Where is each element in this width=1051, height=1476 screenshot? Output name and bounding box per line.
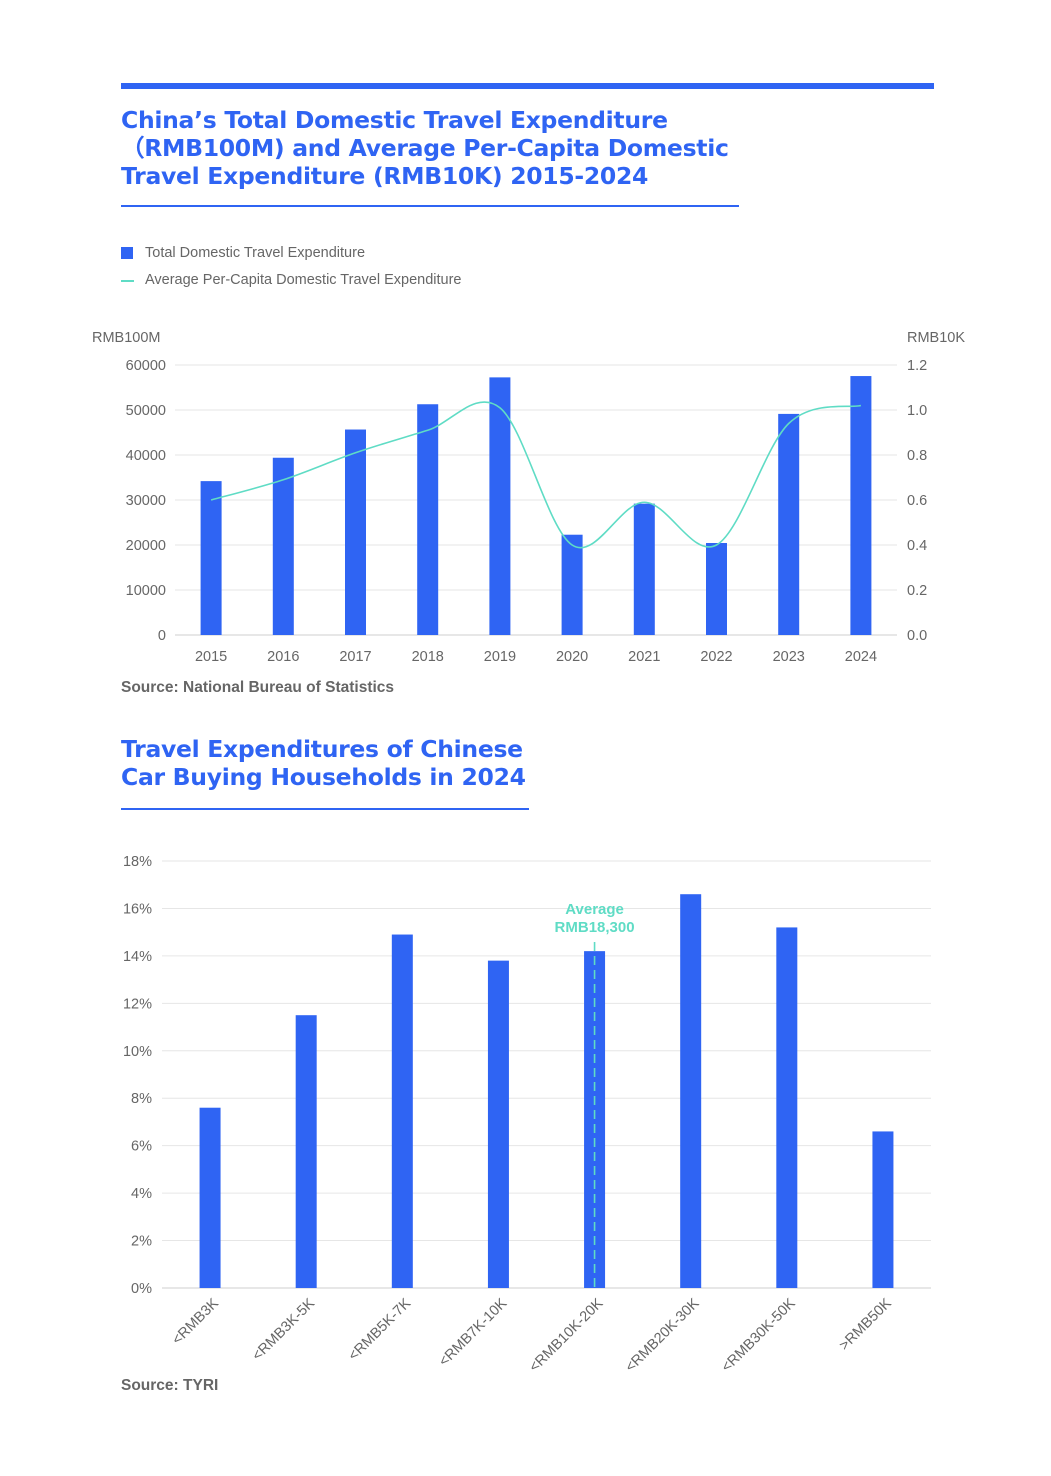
- bar: [417, 404, 439, 635]
- bar: [706, 543, 727, 635]
- y-tick-label: 4%: [131, 1186, 152, 1202]
- line-swatch-icon: [121, 280, 134, 282]
- bar: [391, 934, 413, 1288]
- bar-swatch-icon: [121, 247, 133, 259]
- x-tick-label: <RMB10K-20K: [526, 1295, 606, 1375]
- bar: [272, 457, 294, 635]
- top-accent-rule: [121, 83, 934, 89]
- bar: [295, 1015, 317, 1288]
- x-tick-label: 2020: [556, 649, 588, 665]
- y-tick-label: 16%: [123, 901, 152, 917]
- average-value-label: RMB18,300: [555, 919, 635, 936]
- y-tick-label: 2%: [131, 1234, 152, 1250]
- x-tick-label: <RMB20K-30K: [623, 1295, 703, 1375]
- x-tick-label: <RMB3K-5K: [249, 1295, 318, 1364]
- x-tick-label: 2015: [195, 649, 227, 665]
- y-tick-label: 10%: [123, 1044, 152, 1060]
- chart2-title-underline: [121, 808, 529, 810]
- x-tick-label: 2024: [845, 649, 877, 665]
- x-tick-label: <RMB7K-10K: [436, 1295, 511, 1370]
- bar: [776, 927, 798, 1288]
- y-tick-label: 18%: [123, 854, 152, 870]
- bar: [872, 1131, 894, 1288]
- chart1-title-underline: [121, 205, 739, 207]
- y-tick-label-right: 0.8: [907, 448, 927, 464]
- bar: [489, 377, 511, 635]
- bar: [200, 481, 222, 635]
- y-tick-label: 6%: [131, 1139, 152, 1155]
- x-tick-label: 2023: [773, 649, 805, 665]
- bar: [633, 503, 655, 635]
- bar: [561, 534, 583, 635]
- x-tick-label: 2018: [412, 649, 444, 665]
- y-tick-label-left: 30000: [126, 493, 166, 509]
- x-tick-label: 2019: [484, 649, 516, 665]
- y-tick-label-right: 0.6: [907, 493, 927, 509]
- chart1-source: Source: National Bureau of Statistics: [121, 679, 395, 696]
- y-tick-label-left: 40000: [126, 448, 166, 464]
- y-tick-label: 12%: [123, 996, 152, 1012]
- x-tick-label: <RMB5K-7K: [346, 1295, 415, 1364]
- y-tick-label-right: 1.2: [907, 358, 927, 374]
- y-tick-label-right: 1.0: [907, 403, 927, 419]
- bar: [487, 960, 509, 1288]
- series-line-per-capita: [210, 401, 862, 549]
- x-tick-label: 2022: [700, 649, 732, 665]
- y-tick-label-right: 0.4: [907, 538, 927, 554]
- y-axis-title-right: RMB10K: [907, 330, 965, 346]
- bar: [850, 376, 872, 635]
- bar: [584, 951, 606, 1288]
- bar: [199, 1107, 221, 1288]
- legend-label-line: Average Per-Capita Domestic Travel Expen…: [145, 272, 462, 288]
- y-tick-label-left: 10000: [126, 583, 166, 599]
- x-tick-label: 2021: [628, 649, 660, 665]
- average-label: Average: [565, 901, 624, 918]
- chart2-source: Source: TYRI: [121, 1377, 219, 1394]
- chart1-plot: 0 10000 20000 30000 40000 50000 60000 0.0 0.2 0.4…: [92, 330, 965, 665]
- y-tick-label-left: 20000: [126, 538, 166, 554]
- y-tick-label: 8%: [131, 1091, 152, 1107]
- y-tick-label-left: 60000: [126, 358, 166, 374]
- x-tick-label: 2017: [339, 649, 371, 665]
- y-tick-label-left: 0: [158, 628, 166, 644]
- x-tick-label: 2016: [267, 649, 299, 665]
- y-axis-title-left: RMB100M: [92, 330, 161, 346]
- bar: [778, 413, 800, 635]
- y-tick-label: 0%: [131, 1281, 152, 1297]
- y-tick-label-right: 0.2: [907, 583, 927, 599]
- chart1-title: China’s Total Domestic Travel Expenditur…: [121, 106, 729, 190]
- y-tick-label-right: 0.0: [907, 628, 927, 644]
- legend-label-bar: Total Domestic Travel Expenditure: [145, 245, 366, 261]
- bar: [680, 894, 702, 1288]
- bar: [345, 429, 366, 635]
- chart2-title: Travel Expenditures of Chinese Car Buyin…: [121, 735, 526, 791]
- y-tick-label: 14%: [123, 949, 152, 965]
- y-tick-label-left: 50000: [126, 403, 166, 419]
- x-tick-label: <RMB3K: [169, 1295, 222, 1348]
- x-tick-label: <RMB30K-50K: [719, 1295, 799, 1375]
- x-tick-label: >RMB50K: [836, 1295, 895, 1354]
